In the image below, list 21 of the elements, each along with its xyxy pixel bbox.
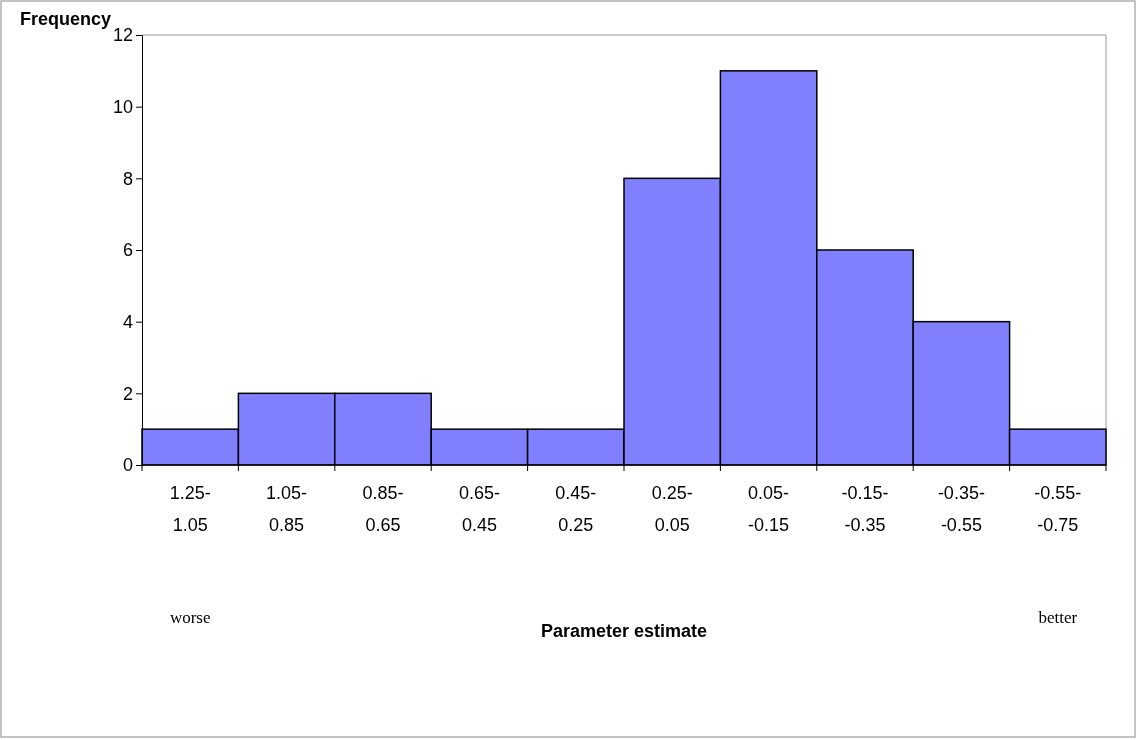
x-tick-label: 0.45- 0.25: [555, 483, 597, 535]
y-tick-label: 4: [122, 311, 133, 332]
y-tick-label: 6: [122, 240, 133, 261]
y-tick-label: 2: [122, 383, 133, 404]
y-axis-title: Frequency: [20, 9, 112, 29]
y-tick-label: 12: [112, 25, 133, 46]
x-tick-label: -0.35- -0.55: [937, 483, 985, 535]
x-tick-label: 0.85- 0.65: [362, 483, 404, 535]
text: worse: [169, 608, 211, 627]
x-tick-label: 1.05- 0.85: [266, 483, 308, 535]
x-tick-label: -0.55- -0.75: [1034, 483, 1082, 535]
text: better: [1038, 608, 1078, 627]
x-axis-title: Parameter estimate: [540, 621, 708, 641]
x-tick-label: 0.25- 0.05: [651, 483, 693, 535]
y-tick-label: 10: [112, 96, 133, 117]
y-tick-label: 8: [122, 168, 133, 189]
y-tick-label: 0: [122, 455, 133, 476]
x-tick-label: -0.15- -0.35: [841, 483, 889, 535]
x-tick-label: 0.05- -0.15: [748, 483, 790, 535]
x-tick-label: 0.65- 0.45: [458, 483, 500, 535]
x-tick-label: 1.25- 1.05: [169, 483, 211, 535]
